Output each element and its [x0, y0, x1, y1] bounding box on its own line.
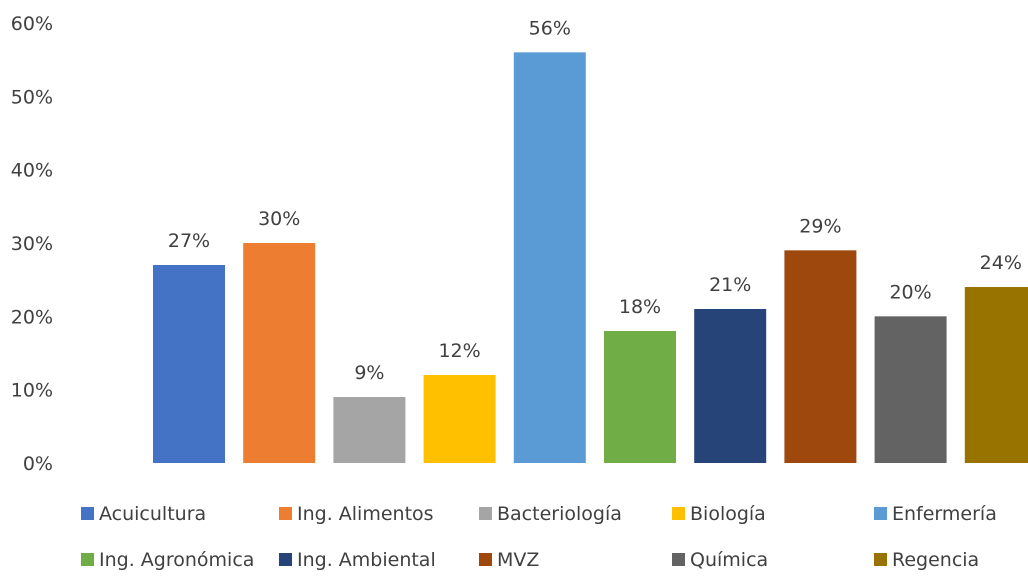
bar [333, 397, 406, 463]
legend-swatch [874, 553, 887, 566]
legend: Acuicultura Ing. Alimentos Bacteriología Bi… [81, 503, 997, 571]
legend-label: Ing. Alimentos [297, 503, 434, 525]
data-label: 27% [168, 230, 210, 252]
y-tick-label: 60% [11, 13, 53, 35]
data-label: 9% [354, 362, 384, 384]
y-tick-label: 0% [23, 453, 53, 475]
legend-swatch [279, 553, 292, 566]
data-label: 29% [799, 215, 841, 237]
legend-item: Ing. Alimentos [279, 503, 434, 525]
bars [153, 52, 1028, 463]
y-axis: 0% 10% 20% 30% 40% 50% 60% [11, 13, 53, 475]
bar [964, 287, 1028, 463]
legend-item: Ing. Ambiental [279, 549, 436, 571]
data-label: 20% [889, 281, 931, 303]
data-labels: 27% 30% 9% 12% 56% 18% 21% 29% 20% 24% [168, 17, 1022, 384]
bar [694, 309, 767, 463]
y-tick-label: 30% [11, 233, 53, 255]
bar [874, 316, 947, 463]
legend-swatch [672, 553, 685, 566]
legend-label: MVZ [497, 549, 539, 571]
bar [153, 265, 225, 463]
legend-label: Acuicultura [99, 503, 206, 525]
data-label: 12% [438, 340, 480, 362]
bar [423, 375, 496, 463]
legend-label: Regencia [892, 549, 979, 571]
bar [243, 243, 316, 463]
bar [604, 331, 676, 463]
legend-swatch [81, 507, 94, 520]
legend-item: Enfermería [874, 503, 997, 525]
legend-label: Enfermería [892, 503, 997, 525]
data-label: 24% [980, 252, 1022, 274]
legend-item: MVZ [479, 549, 539, 571]
legend-swatch [672, 507, 685, 520]
data-label: 18% [619, 296, 661, 318]
legend-item: Regencia [874, 549, 979, 571]
data-label: 30% [258, 208, 300, 230]
bar [513, 52, 586, 463]
y-tick-label: 40% [11, 160, 53, 182]
legend-item: Biología [672, 503, 766, 525]
y-tick-label: 10% [11, 380, 53, 402]
legend-item: Química [672, 549, 768, 571]
y-tick-label: 20% [11, 306, 53, 328]
y-tick-label: 50% [11, 86, 53, 108]
legend-swatch [479, 507, 492, 520]
data-label: 21% [709, 274, 751, 296]
legend-label: Ing. Ambiental [297, 549, 436, 571]
legend-label: Biología [690, 503, 766, 525]
legend-swatch [874, 507, 887, 520]
legend-swatch [279, 507, 292, 520]
legend-item: Ing. Agronómica [81, 549, 254, 571]
legend-item: Acuicultura [81, 503, 206, 525]
legend-swatch [479, 553, 492, 566]
legend-label: Ing. Agronómica [99, 549, 254, 571]
legend-swatch [81, 553, 94, 566]
legend-label: Química [690, 549, 768, 571]
legend-label: Bacteriología [497, 503, 622, 525]
bar [784, 250, 857, 463]
legend-item: Bacteriología [479, 503, 622, 525]
data-label: 56% [529, 17, 571, 39]
